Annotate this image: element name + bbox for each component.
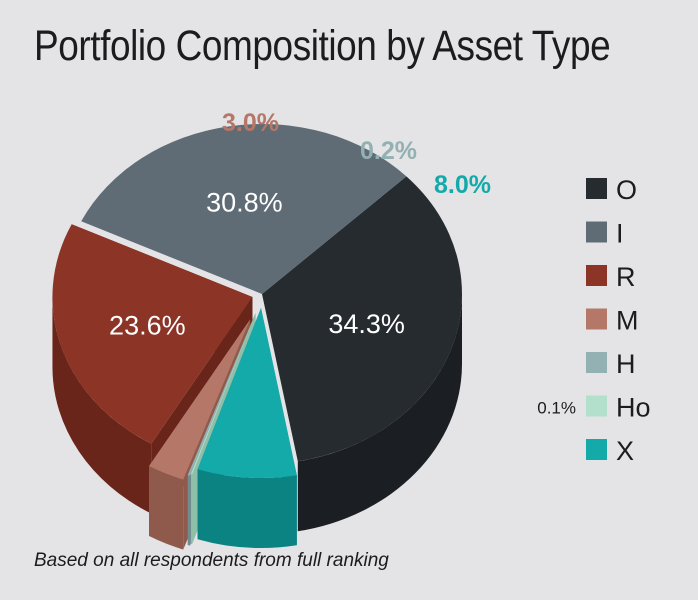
slice-label-i: 30.8% — [206, 188, 283, 218]
slice-label-o: 34.3% — [328, 309, 405, 339]
legend-label-h: H — [616, 349, 636, 379]
legend-swatch-x — [586, 439, 607, 460]
pie-slices — [52, 124, 462, 480]
slice-side-x — [197, 469, 297, 548]
slice-x — [197, 307, 297, 478]
slice-i — [81, 124, 407, 294]
slice-label-ho: 0.1% — [537, 399, 576, 418]
slice-label-h: 0.2% — [360, 137, 417, 165]
slice-ho — [190, 312, 256, 475]
legend-swatch-o — [586, 178, 607, 199]
legend-swatch-r — [586, 265, 607, 286]
pie-labels: 34.3% 30.8% 23.6% 3.0% 0.2% 8.0% — [109, 109, 491, 341]
slice-label-m: 3.0% — [222, 109, 279, 137]
slice-label-x: 8.0% — [434, 171, 491, 199]
slice-side-r — [52, 296, 152, 514]
slice-r — [52, 224, 253, 444]
slice-m — [149, 319, 251, 480]
slice-side-o — [297, 294, 462, 532]
legend-label-r: R — [616, 262, 636, 292]
legend-label-i: I — [616, 219, 624, 249]
slice-h — [187, 314, 255, 476]
legend-swatch-m — [586, 308, 607, 330]
slice-label-r: 23.6% — [109, 311, 186, 341]
legend-swatch-ho — [586, 395, 607, 417]
legend-swatch-h — [586, 352, 607, 373]
legend-label-m: M — [616, 306, 639, 336]
footnote: Based on all respondents from full ranki… — [34, 550, 389, 571]
slice-o — [262, 176, 462, 462]
legend-label-ho: Ho — [616, 393, 651, 423]
legend-label-x: X — [616, 436, 634, 466]
chart-title: Portfolio Composition by Asset Type — [34, 22, 611, 70]
legend-swatch-i — [586, 221, 607, 243]
legend-label-o: O — [616, 175, 637, 205]
